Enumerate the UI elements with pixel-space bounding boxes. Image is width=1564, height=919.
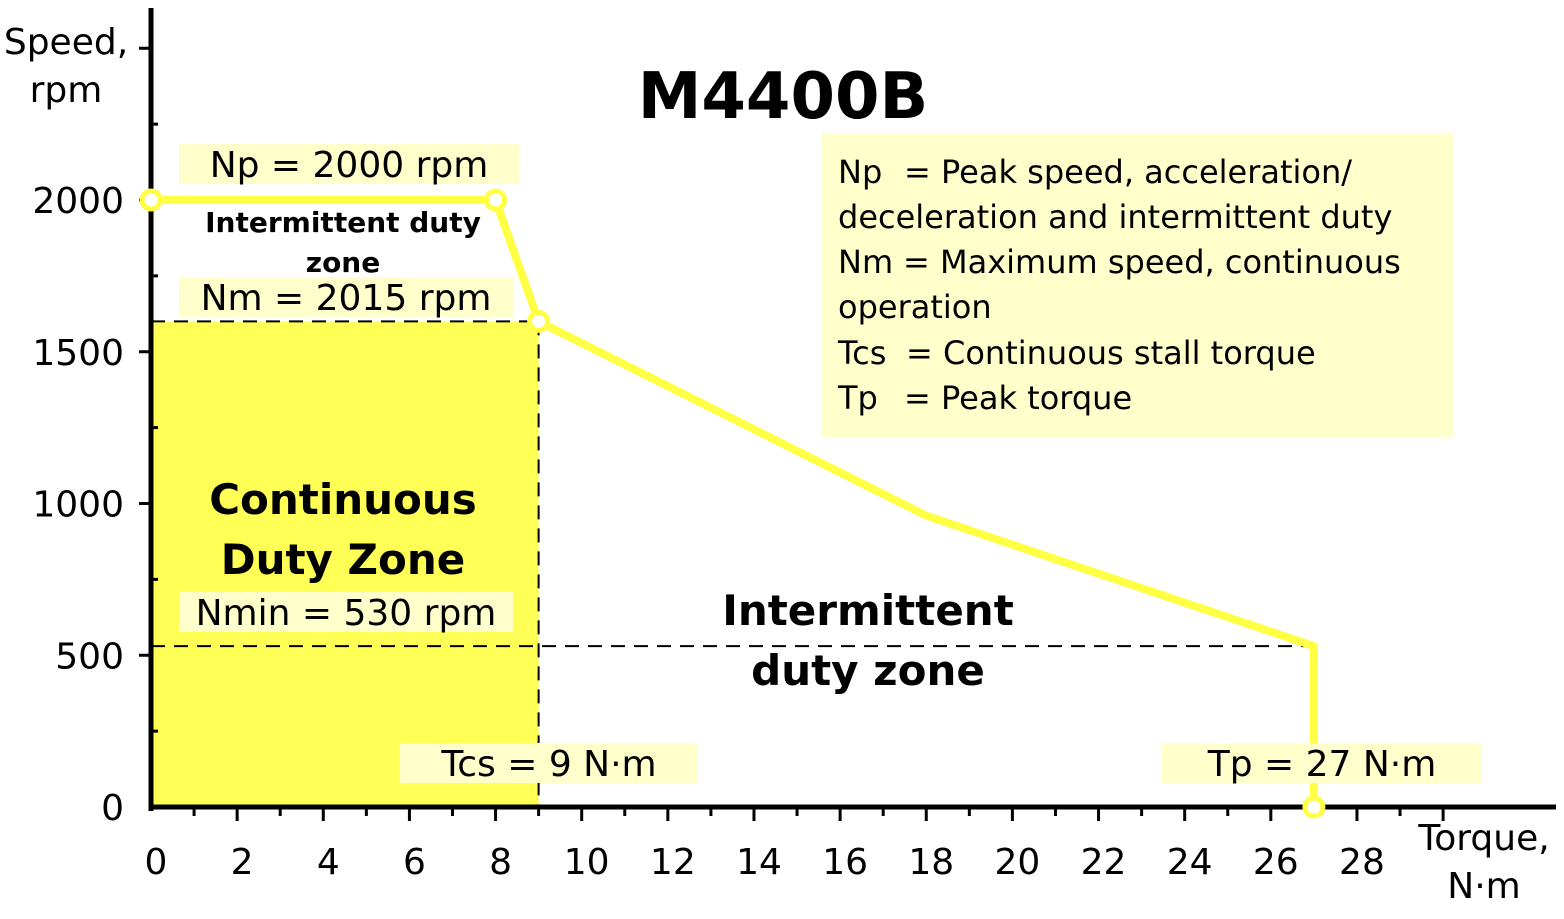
x-tick-label: 0 xyxy=(145,842,168,883)
x-tick-label: 16 xyxy=(822,842,868,883)
x-tick-label: 4 xyxy=(317,842,340,883)
nm-label: Nm = 2015 rpm xyxy=(201,278,492,319)
zone-layer xyxy=(151,321,539,807)
legend-text: operation xyxy=(838,288,992,326)
x-tick-label: 12 xyxy=(650,842,696,883)
x-tick-label: 20 xyxy=(994,842,1040,883)
intermittent-main-label-line2: duty zone xyxy=(751,646,985,695)
nmin-label: Nmin = 530 rpm xyxy=(196,593,497,634)
x-tick-label: 18 xyxy=(908,842,954,883)
annotation-layer: Np = 2000 rpm Nm = 2015 rpm Nmin = 530 rpm… xyxy=(179,133,1482,785)
legend-symbol: Nm xyxy=(838,243,893,281)
legend-box xyxy=(822,133,1454,437)
y-tick-label: 1500 xyxy=(32,333,124,374)
x-tick-label: 2 xyxy=(231,842,254,883)
intermittent-top-label-line1: Intermittent duty xyxy=(205,206,481,239)
y-axis-label-line2: rpm xyxy=(30,70,103,111)
dashed-guides xyxy=(151,320,1314,807)
x-axis-label-line1: Torque, xyxy=(1417,818,1549,859)
y-tick-label: 500 xyxy=(55,636,124,677)
legend-symbol: Tp xyxy=(837,379,878,417)
axes: 0 2 4 6 8 10 12 14 16 18 20 22 24 26 28050010001500200… xyxy=(32,8,1556,883)
x-tick-label: 6 xyxy=(403,842,426,883)
np-label: Np = 2000 rpm xyxy=(210,145,489,186)
legend-text: = Peak speed, acceleration/ xyxy=(904,153,1352,191)
y-axis-label-line1: Speed, xyxy=(4,22,128,63)
nm-label-box xyxy=(179,277,513,317)
x-axis-label-line2: N·m xyxy=(1447,866,1520,907)
y-tick-label: 0 xyxy=(101,788,124,829)
x-tick-label: 24 xyxy=(1167,842,1213,883)
speed-torque-curve-0 xyxy=(151,196,1318,807)
np-label-box xyxy=(179,144,519,184)
nmin-label-box xyxy=(179,592,513,632)
legend-text: = Maximum speed, continuous xyxy=(903,243,1401,281)
tp-label: Tp = 27 N·m xyxy=(1207,744,1437,785)
intermittent-main-label-line1: Intermittent xyxy=(722,586,1014,635)
x-tick-label: 26 xyxy=(1253,842,1299,883)
legend-symbol: Tcs xyxy=(837,334,886,372)
y-tick-label: 2000 xyxy=(32,181,124,222)
series-layer xyxy=(139,188,1326,819)
continuous-zone-label-line2: Duty Zone xyxy=(221,535,466,584)
x-tick-label: 10 xyxy=(564,842,610,883)
curve-point-marker xyxy=(527,309,551,333)
legend-symbol: Np xyxy=(838,153,882,191)
curve-point-marker xyxy=(484,188,508,212)
y-tick-label: 1000 xyxy=(32,485,124,526)
legend-text: deceleration and intermittent duty xyxy=(838,198,1392,236)
legend-text: = Continuous stall torque xyxy=(906,334,1316,372)
tp-label-box xyxy=(1162,743,1482,783)
continuous-zone-label-line1: Continuous xyxy=(209,475,477,524)
continuous-duty-zone xyxy=(151,321,539,807)
curve-point-marker xyxy=(1302,795,1326,819)
tcs-label-box xyxy=(400,743,698,783)
intermittent-top-label-line2: zone xyxy=(306,246,380,279)
tcs-label: Tcs = 9 N·m xyxy=(440,744,656,785)
x-tick-label: 22 xyxy=(1081,842,1127,883)
x-tick-label: 14 xyxy=(736,842,782,883)
x-tick-label: 8 xyxy=(489,842,512,883)
legend-text: = Peak torque xyxy=(904,379,1132,417)
chart-title: M4400B xyxy=(638,60,929,134)
curve-point-marker xyxy=(139,188,163,212)
x-tick-label: 28 xyxy=(1339,842,1385,883)
